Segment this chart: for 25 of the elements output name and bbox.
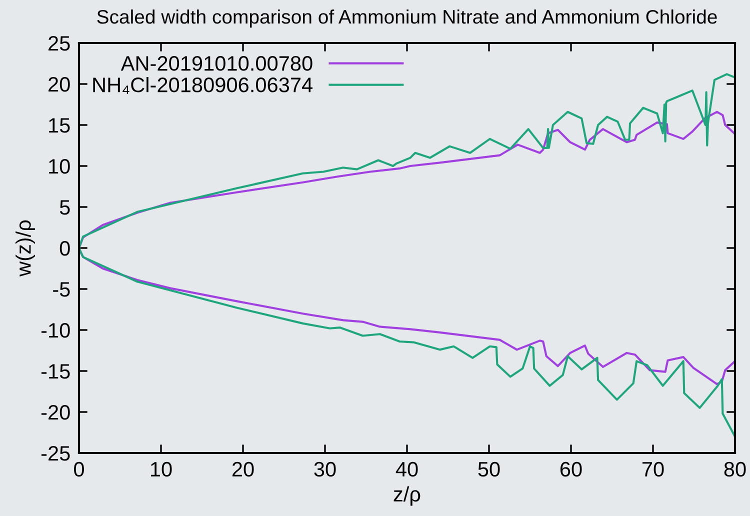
x-tick-label: 80 [724,462,746,477]
legend-label: NH₄Cl-20180906.06374 [93,77,313,94]
x-tick-label: 70 [642,462,664,477]
y-tick-label: 20 [48,77,70,92]
y-tick-label: 0 [60,241,70,256]
legend-label: AN-20191010.00780 [120,56,312,71]
y-tick-label: 15 [49,118,70,133]
y-axis-title: w(z)/ρ [16,220,36,277]
x-tick-label: 50 [478,462,500,477]
x-tick-label: 20 [232,462,254,477]
y-tick-label: -5 [53,282,70,297]
chart-title: Scaled width comparison of Ammonium Nitrate and Ammonium Chloride [97,9,717,28]
y-tick-label: 10 [49,159,70,174]
y-tick-label: -20 [41,405,70,420]
x-tick-label: 40 [396,462,418,477]
x-tick-label: 30 [314,462,336,477]
y-tick-label: -15 [41,364,70,379]
y-tick-label: -10 [41,323,70,338]
x-tick-label: 10 [151,462,172,477]
x-tick-label: 60 [560,462,582,477]
y-tick-label: 5 [60,200,70,215]
x-tick-label: 0 [74,462,84,477]
x-axis-title: z/ρ [394,486,420,506]
y-tick-label: -25 [41,446,70,461]
y-tick-label: 25 [48,36,70,51]
